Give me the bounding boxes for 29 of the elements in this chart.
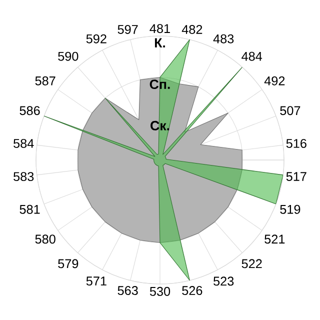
spoke-label: 592 [86, 34, 106, 44]
spoke-label: 526 [182, 286, 202, 296]
spoke-label: 484 [242, 52, 262, 61]
spoke-label: 584 [14, 138, 34, 148]
spoke-label: 530 [150, 286, 170, 296]
spoke-label: 483 [213, 34, 234, 44]
spoke-label: 522 [242, 259, 262, 268]
spoke-label: 521 [264, 234, 285, 244]
spoke-label: 590 [58, 52, 78, 61]
spoke-label: 587 [35, 76, 56, 86]
spoke-label: 492 [264, 76, 285, 86]
spoke-label: 507 [280, 106, 300, 116]
spoke-label: 482 [182, 24, 202, 34]
spoke-label: 581 [20, 204, 40, 214]
spoke-label: 583 [14, 172, 34, 182]
spoke-label: 563 [118, 286, 138, 296]
spoke-label: 517 [286, 172, 306, 181]
spoke-label: 580 [35, 234, 56, 244]
spoke-label: 579 [58, 259, 78, 268]
spoke-label: 586 [20, 106, 40, 116]
spoke-label: 523 [214, 276, 234, 286]
y-tick-label: Сп. [150, 80, 170, 90]
spoke-label: 597 [118, 24, 138, 34]
spoke-label: 481 [150, 24, 170, 34]
spoke-label: 516 [286, 138, 306, 148]
spoke-label: 519 [280, 204, 300, 214]
y-tick-label: К. [154, 38, 165, 48]
y-tick-label: Ск. [150, 120, 170, 130]
spoke-label: 571 [86, 276, 106, 286]
